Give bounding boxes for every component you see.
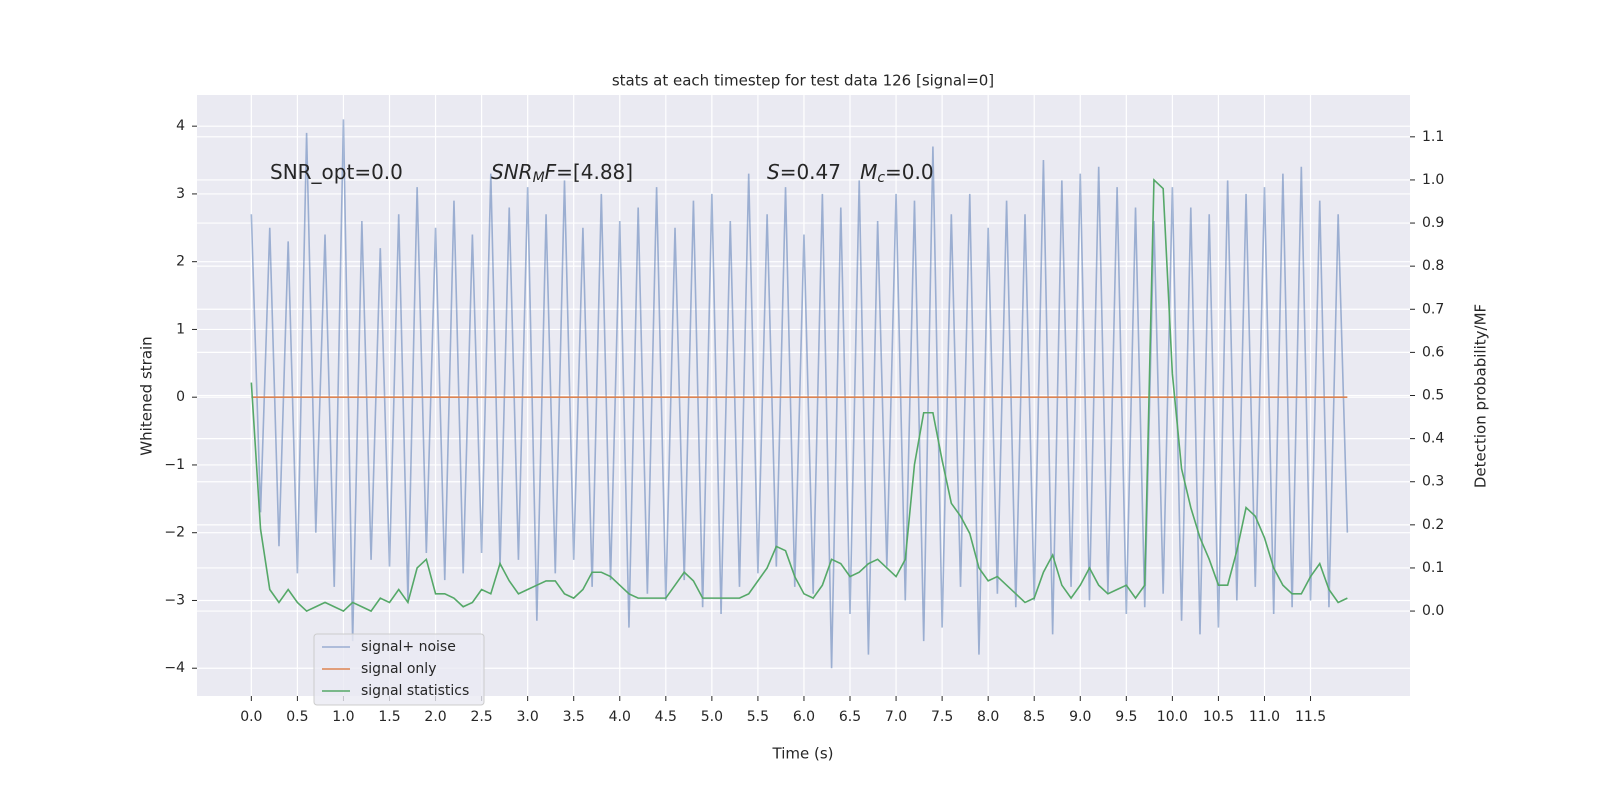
annotation: SNRMF=[4.88] [491,160,633,187]
annotation-part: SNR [491,160,533,184]
overlay: 0.0 0.5 1.0 1.5 2.0 2.5 3.0 3.5 4.0 4.5 5.0 5.5 6.0 6… [164,118,1444,725]
y-tick-label: −3 [164,592,185,608]
chart-title: stats at each timestep for test data 126… [612,72,994,90]
x-tick-label: 9.0 [1069,709,1091,725]
annotation-part: M [533,170,545,186]
x-tick-label: 3.0 [517,709,539,725]
y-tick-label: 3 [176,186,185,202]
y2-tick-label: 1.0 [1422,172,1444,188]
x-tick-label: 1.5 [378,709,400,725]
y2-axis-label: Detection probability/MF [1472,304,1490,488]
x-tick-label: 7.5 [931,709,953,725]
annotation-part: M [860,160,877,184]
y2-tick-label: 1.1 [1422,129,1444,145]
y-tick-label: 2 [176,254,185,270]
x-tick-label: 5.5 [747,709,769,725]
y-tick-label: 0 [176,389,185,405]
legend-box [313,633,485,706]
annotation-part: F [545,160,557,184]
x-tick-label: 4.5 [655,709,677,725]
y2-tick-label: 0.0 [1422,603,1444,619]
annotation: SNR_opt=0.0 [270,160,403,184]
x-tick-label: 10.5 [1203,709,1234,725]
marks [250,119,1349,669]
y-tick-label: −4 [164,660,185,676]
legend-label: signal statistics [361,683,469,699]
annotation-part: =0.47 [780,160,860,184]
y-tick-label: −1 [164,457,185,473]
x-tick-label: 2.5 [470,709,492,725]
legend-label: signal+ noise [361,639,456,655]
annotation-part: c [877,170,885,186]
x-tick-label: 0.5 [286,709,308,725]
y2-tick-label: 0.8 [1422,258,1444,274]
y2-tick-label: 0.7 [1422,301,1444,317]
annotation-part: S [767,160,780,184]
series-line [250,178,1348,613]
x-tick-label: 1.0 [332,709,354,725]
y2-tick-label: 0.4 [1422,431,1444,447]
x-tick-label: 10.0 [1157,709,1188,725]
x-tick-label: 4.0 [609,709,631,725]
x-tick-label: 11.5 [1295,709,1326,725]
y-tick-label: 4 [176,118,185,134]
y-axis-label: Whitened strain [138,336,156,455]
annotation-part: =[4.88] [556,160,633,184]
x-tick-label: 6.0 [793,709,815,725]
x-tick-label: 2.0 [424,709,446,725]
x-tick-label: 11.0 [1249,709,1280,725]
y2-tick-label: 0.3 [1422,474,1444,490]
y-tick-label: −2 [164,525,185,541]
annotation-part: SNR_opt=0.0 [270,160,403,184]
y2-tick-label: 0.5 [1422,388,1444,404]
x-tick-label: 6.5 [839,709,861,725]
y2-tick-label: 0.2 [1422,517,1444,533]
x-tick-label: 8.0 [977,709,999,725]
series-line [250,119,1349,669]
x-axis-label: Time (s) [772,745,834,763]
annotation-part: =0.0 [885,160,934,184]
x-tick-label: 0.0 [240,709,262,725]
x-tick-label: 8.5 [1023,709,1045,725]
x-tick-label: 9.5 [1115,709,1137,725]
y2-tick-label: 0.1 [1422,560,1444,576]
x-tick-label: 3.5 [563,709,585,725]
x-tick-label: 5.0 [701,709,723,725]
y-tick-label: 1 [176,321,185,337]
y2-tick-label: 0.9 [1422,215,1444,231]
legend-label: signal only [361,661,436,677]
annotation: S=0.47 Mc=0.0 [767,160,934,187]
x-tick-label: 7.0 [885,709,907,725]
y2-tick-label: 0.6 [1422,344,1444,360]
